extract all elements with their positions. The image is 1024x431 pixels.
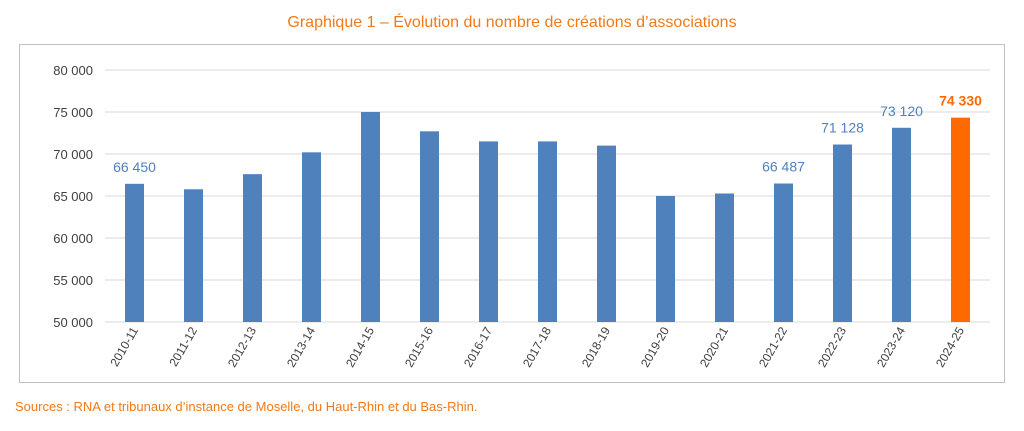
x-tick-label: 2012-13 — [225, 324, 259, 369]
bar — [361, 112, 380, 322]
x-tick-label: 2023-24 — [874, 324, 908, 369]
bar — [125, 183, 144, 322]
bar — [538, 141, 557, 322]
x-tick-label: 2019-20 — [638, 324, 672, 369]
bars — [125, 112, 970, 323]
x-tick-label: 2022-23 — [815, 324, 849, 369]
chart-area: 50 000 55 000 60 000 65 000 70 000 75 000 80 0… — [19, 44, 1005, 383]
y-tick-label: 70 000 — [53, 147, 93, 162]
bar — [302, 152, 321, 322]
y-tick-label: 75 000 — [53, 105, 93, 120]
y-tick-label: 65 000 — [53, 189, 93, 204]
chart-title: Graphique 1 – Évolution du nombre de cré… — [287, 14, 737, 31]
data-label: 71 128 — [821, 120, 864, 136]
data-label: 73 120 — [880, 103, 923, 119]
bar — [774, 183, 793, 322]
x-tick-label: 2014-15 — [343, 324, 377, 369]
y-axis-ticks: 50 000 55 000 60 000 65 000 70 000 75 000 80 0… — [53, 63, 93, 330]
bar — [833, 144, 852, 322]
bar — [656, 196, 675, 322]
bar — [479, 141, 498, 322]
x-tick-label: 2011-12 — [166, 324, 200, 369]
data-labels: 66 450 66 487 71 128 73 120 74 330 — [113, 93, 982, 175]
bar — [892, 127, 911, 323]
x-tick-label: 2013-14 — [284, 324, 318, 369]
bar — [951, 117, 970, 323]
y-tick-label: 80 000 — [53, 63, 93, 78]
bar — [243, 174, 262, 322]
x-tick-label: 2015-16 — [402, 324, 436, 369]
bar — [184, 189, 203, 322]
bar-chart: 50 000 55 000 60 000 65 000 70 000 75 000 80 0… — [53, 63, 990, 370]
data-label: 66 450 — [113, 159, 156, 175]
x-tick-label: 2021-22 — [756, 324, 790, 369]
x-tick-label: 2018-19 — [579, 324, 613, 369]
x-tick-label: 2016-17 — [461, 324, 495, 369]
x-tick-label: 2017-18 — [520, 324, 554, 369]
x-tick-label: 2020-21 — [697, 324, 731, 369]
x-tick-label: 2024-25 — [933, 324, 967, 369]
source-note: Sources : RNA et tribunaux d’instance de… — [15, 399, 478, 414]
y-tick-label: 50 000 — [53, 315, 93, 330]
bar — [420, 131, 439, 322]
data-label: 74 330 — [939, 93, 982, 109]
y-tick-label: 55 000 — [53, 273, 93, 288]
bar — [715, 193, 734, 322]
data-label: 66 487 — [762, 159, 805, 175]
x-tick-label: 2010-11 — [107, 324, 141, 369]
y-tick-label: 60 000 — [53, 231, 93, 246]
bar — [597, 145, 616, 322]
x-axis-ticks: 2010-11 2011-12 2012-13 2013-14 2014-15 2015-… — [107, 324, 967, 369]
